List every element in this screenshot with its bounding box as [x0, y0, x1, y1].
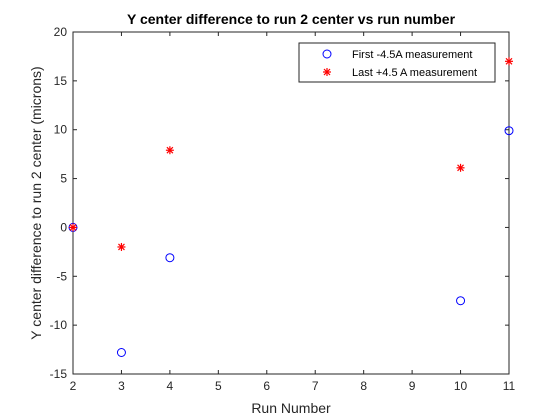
legend-box — [298, 42, 496, 83]
x-tick-label: 6 — [263, 379, 270, 393]
plot-area — [72, 31, 510, 375]
y-tick-label: -5 — [56, 269, 67, 283]
data-point-last-series — [165, 146, 174, 155]
axis-ticks: 2 3 4 5 6 7 8 9 10 11 -15 -10 -5 0 5 10 15 20 — [50, 25, 516, 393]
data-point-first-series — [116, 348, 126, 358]
y-tick-label: 10 — [54, 123, 68, 137]
data-point-last-series — [456, 163, 465, 172]
y-axis-label: Y center difference to run 2 center (mic… — [28, 66, 44, 339]
data-marks — [68, 57, 514, 358]
x-tick-label: 11 — [503, 379, 516, 393]
y-tick-label: -10 — [50, 318, 68, 332]
data-point-last-series — [117, 242, 126, 251]
data-point-first-series — [165, 253, 175, 263]
legend-label-last: Last +4.5 A measurement — [352, 67, 477, 79]
x-axis-label: Run Number — [251, 400, 331, 416]
x-tick-label: 2 — [70, 379, 77, 393]
legend-marker-asterisk — [323, 68, 331, 76]
x-tick-label: 5 — [215, 379, 222, 393]
y-tick-label: 5 — [60, 172, 67, 186]
x-tick-label: 9 — [409, 379, 416, 393]
data-point-first-series — [456, 296, 466, 306]
x-tick-label: 10 — [454, 379, 468, 393]
x-tick-label: 8 — [360, 379, 367, 393]
x-tick-label: 7 — [312, 379, 319, 393]
legend-label-first: First -4.5A measurement — [352, 49, 472, 61]
data-point-last-series — [505, 57, 513, 66]
y-tick-label: 15 — [54, 74, 68, 88]
legend-marker-circle — [322, 49, 332, 59]
data-point-last-series — [69, 223, 77, 232]
data-point-first-series — [504, 126, 514, 136]
chart-title: Y center difference to run 2 center vs r… — [127, 11, 456, 27]
x-tick-label: 4 — [167, 379, 174, 393]
y-tick-label: 0 — [60, 220, 67, 234]
x-tick-label: 3 — [118, 379, 125, 393]
y-tick-label: 20 — [54, 25, 68, 39]
legend: First -4.5A measurement Last +4.5 A meas… — [298, 42, 496, 83]
y-tick-label: -15 — [50, 367, 68, 381]
